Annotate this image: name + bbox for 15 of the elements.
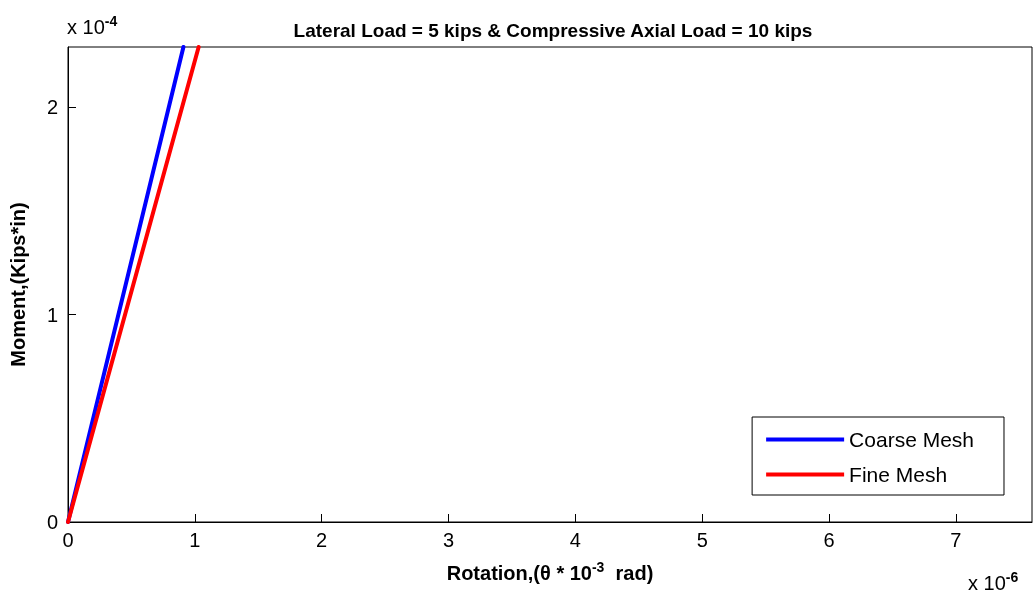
x-tick-label: 2 [316, 529, 328, 551]
x-tick-label: 7 [950, 529, 962, 551]
x-tick-label: 5 [696, 529, 708, 551]
x-tick-label: 4 [569, 529, 581, 551]
x-tick-label: 0 [62, 529, 74, 551]
x-tick-label: 3 [442, 529, 455, 551]
y-axis-title: Moment,(Kips*in) [7, 202, 29, 367]
y-tick-label: 2 [46, 96, 58, 119]
chart-title: Lateral Load = 5 kips & Compressive Axial Load = 10 kips [293, 20, 813, 41]
legend-label: Coarse Mesh [849, 428, 975, 451]
x-tick-label: 6 [823, 529, 835, 551]
y-tick-label: 1 [46, 303, 58, 326]
legend-label: Fine Mesh [849, 463, 948, 486]
y-tick-label: 0 [46, 511, 58, 533]
x-tick-label: 1 [189, 529, 201, 551]
